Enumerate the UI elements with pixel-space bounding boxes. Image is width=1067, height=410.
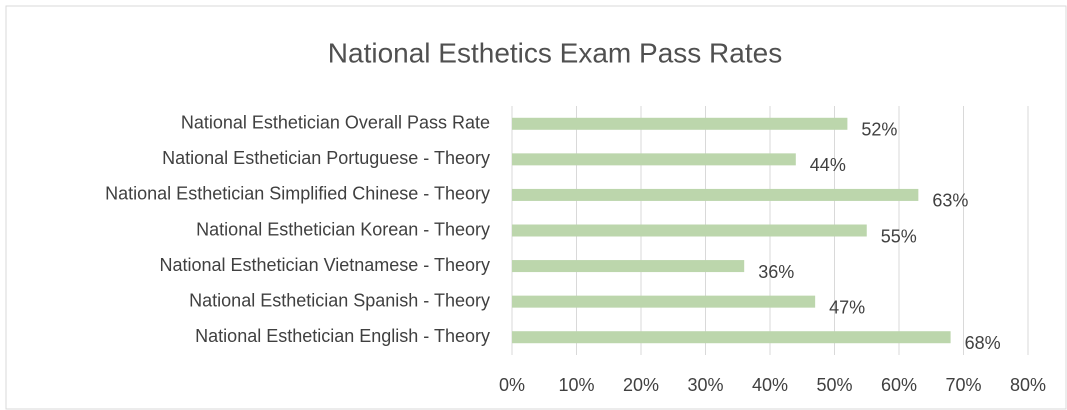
x-tick-label: 10% [558,375,594,395]
x-tick-label: 30% [687,375,723,395]
y-tick-label: National Esthetician Simplified Chinese … [105,184,490,204]
x-tick-label: 60% [881,375,917,395]
data-label: 55% [881,226,917,246]
bar [512,224,867,237]
bar [512,153,796,166]
bar [512,117,848,130]
x-tick-label: 70% [945,375,981,395]
x-tick-label: 50% [816,375,852,395]
data-label: 68% [965,333,1001,353]
y-tick-label: National Esthetician English - Theory [195,326,490,346]
bar [512,188,919,201]
y-tick-label: National Esthetician Vietnamese - Theory [159,255,490,275]
y-tick-label: National Esthetician Korean - Theory [196,219,490,239]
y-tick-label: National Esthetician Spanish - Theory [189,290,490,310]
data-label: 44% [810,155,846,175]
bar [512,295,816,308]
data-label: 63% [932,191,968,211]
data-label: 52% [861,120,897,140]
data-label: 47% [829,297,865,317]
chart-title: National Esthetics Exam Pass Rates [328,37,782,68]
bar [512,331,951,344]
bar [512,260,745,273]
x-tick-label: 80% [1010,375,1046,395]
y-tick-label: National Esthetician Portuguese - Theory [162,148,490,168]
y-tick-label: National Esthetician Overall Pass Rate [181,113,490,133]
x-tick-label: 0% [499,375,525,395]
x-tick-label: 20% [623,375,659,395]
data-label: 36% [758,262,794,282]
x-tick-label: 40% [752,375,788,395]
